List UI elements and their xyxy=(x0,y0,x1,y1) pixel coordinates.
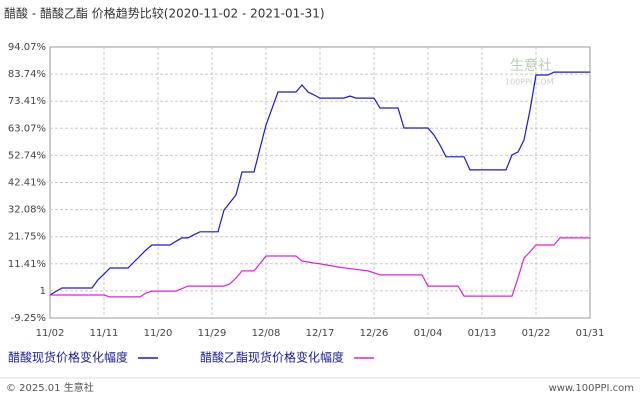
chart-title: 醋酸 - 醋酸乙酯 价格趋势比较(2020-11-02 - 2021-01-31… xyxy=(4,6,325,21)
x-tick-label: 01/22 xyxy=(522,328,551,339)
y-tick-label: 83.74% xyxy=(8,69,46,80)
y-tick-label: 32.08% xyxy=(8,205,46,216)
y-tick-label: 21.75% xyxy=(8,232,46,243)
watermark: 生意社 xyxy=(510,57,552,74)
series-line xyxy=(50,237,590,298)
y-tick-label: 1 xyxy=(40,286,46,297)
footer-left: © 2025.01 生意社 xyxy=(6,381,94,394)
x-tick-label: 11/02 xyxy=(36,328,65,339)
x-tick-label: 11/20 xyxy=(144,328,173,339)
legend-label: 醋酸乙酯现货价格变化幅度 xyxy=(200,350,344,365)
footer-right: www.100PPI.com xyxy=(549,383,634,394)
y-tick-label: 73.41% xyxy=(8,96,46,107)
x-tick-label: 01/31 xyxy=(576,328,605,339)
x-tick-label: 11/11 xyxy=(90,328,119,339)
x-tick-label: 11/29 xyxy=(198,328,227,339)
y-tick-label: -9.25% xyxy=(11,313,46,324)
y-tick-label: 52.74% xyxy=(8,150,46,161)
y-tick-label: 11.41% xyxy=(8,259,46,270)
y-tick-label: 94.07% xyxy=(8,42,46,53)
legend-label: 醋酸现货价格变化幅度 xyxy=(8,350,128,365)
x-tick-label: 12/26 xyxy=(360,328,389,339)
watermark-sub: 100PPI.COM xyxy=(505,78,554,87)
x-tick-label: 01/04 xyxy=(414,328,443,339)
x-tick-label: 12/17 xyxy=(306,328,335,339)
series-line xyxy=(49,71,590,296)
y-tick-label: 63.07% xyxy=(8,123,46,134)
x-tick-label: 12/08 xyxy=(252,328,281,339)
x-tick-label: 01/13 xyxy=(468,328,497,339)
y-tick-label: 42.41% xyxy=(8,178,46,189)
